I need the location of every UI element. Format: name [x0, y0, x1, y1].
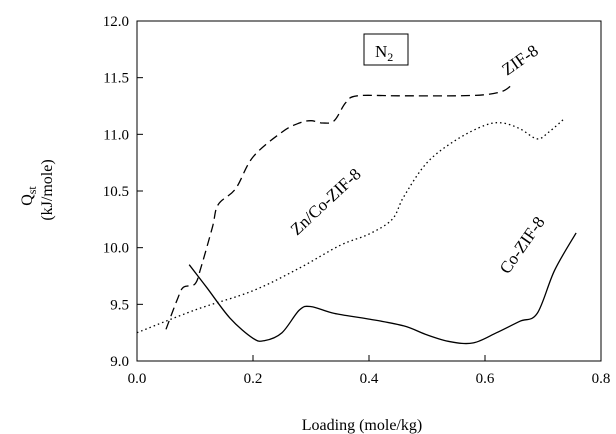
series-line-co-zif-8	[188, 232, 577, 345]
x-tick-label: 0.2	[244, 371, 263, 387]
gas-annotation: N2	[363, 33, 409, 66]
series-layer	[136, 85, 577, 345]
x-tick-label: 0.0	[128, 371, 147, 387]
gas-annotation-box	[363, 33, 409, 66]
x-tick-label: 0.4	[360, 371, 379, 387]
y-tick-label: 10.5	[103, 184, 129, 200]
y-tick-label: 12.0	[103, 14, 129, 30]
y-tick-label: 11.0	[103, 127, 129, 143]
y-tick-label: 9.0	[110, 354, 129, 370]
x-tick-label: 0.8	[592, 371, 611, 387]
series-line-zif-8	[165, 85, 512, 330]
series-label-zif8: ZIF-8	[498, 41, 541, 79]
plot-frame	[136, 20, 602, 362]
axes: 0.0 0.2 0.4 0.6 0.8 9.0 9.5 10.0 10.5 11.0 11.5 12.…	[103, 14, 611, 387]
y-axis-title: Qst (kJ/mole)	[19, 159, 56, 220]
gas-annotation-label: N2	[375, 42, 393, 64]
y-tick-label: 10.0	[103, 241, 129, 257]
x-axis-title: Loading (mole/kg)	[302, 417, 422, 434]
x-tick-label: 0.6	[476, 371, 495, 387]
plot-area	[136, 20, 602, 362]
y-axis-title-symbol: Qst	[19, 186, 39, 206]
series-line-zn-co-zif-8	[136, 119, 564, 334]
series-label-znco-zif8: Zn/Co-ZIF-8	[287, 164, 365, 238]
y-tick-label: 11.5	[103, 71, 129, 87]
y-tick-label: 9.5	[110, 297, 129, 313]
y-axis-title-units: (kJ/mole)	[39, 159, 56, 220]
series-label-co-zif8: Co-ZIF-8	[496, 213, 549, 277]
